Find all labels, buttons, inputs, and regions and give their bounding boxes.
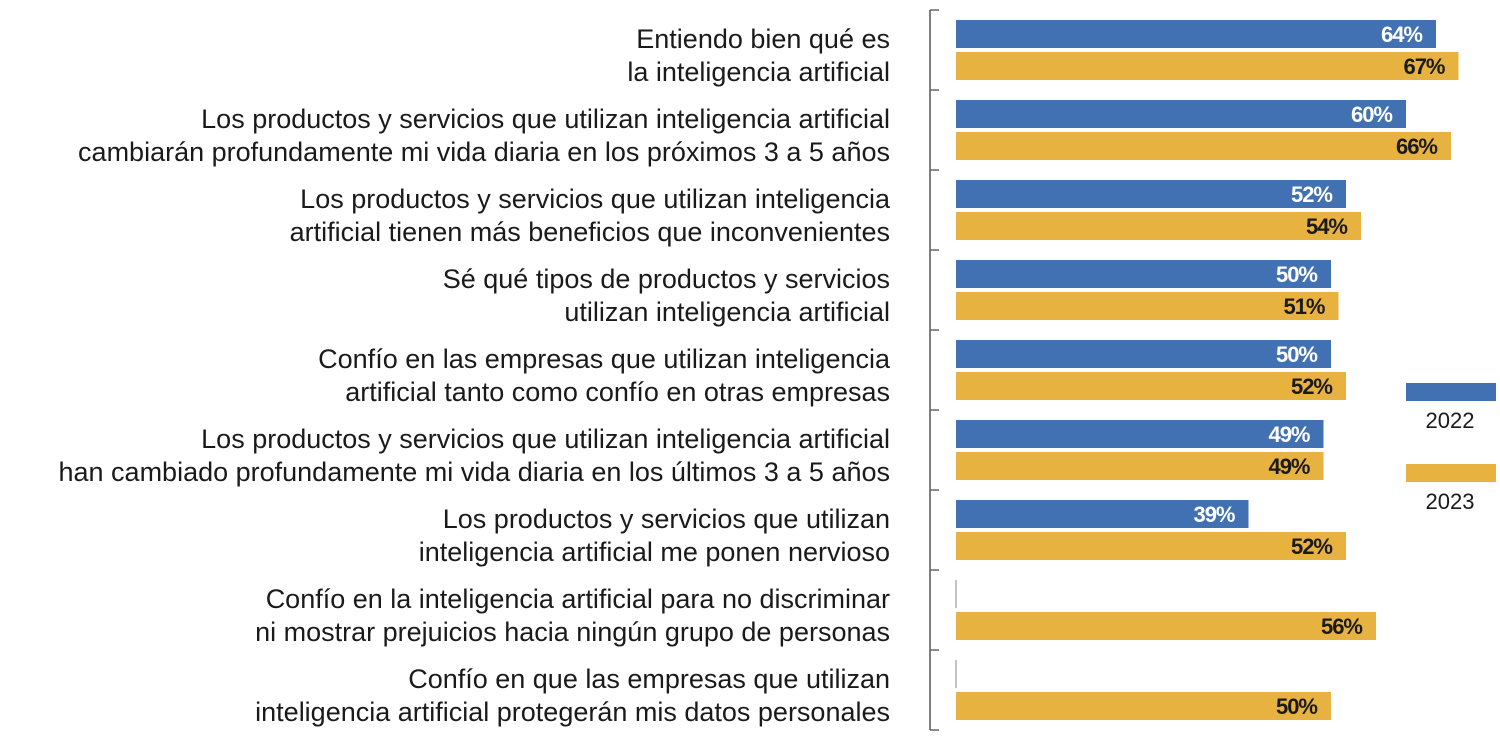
bar-2022: [956, 420, 1324, 448]
data-label-2023: 54%: [1306, 214, 1347, 239]
data-label-2023: 52%: [1291, 534, 1332, 559]
bar-2022: [956, 100, 1406, 128]
category-label: Sé qué tipos de productos y servicios: [443, 264, 890, 294]
bar-2023: [956, 692, 1331, 720]
data-label-2023: 56%: [1321, 614, 1362, 639]
bar-2022: [956, 340, 1331, 368]
bar-2023: [956, 612, 1376, 640]
data-label-2023: 49%: [1268, 454, 1309, 479]
legend-swatch-2022: [1406, 383, 1496, 401]
data-label-2023: 67%: [1403, 54, 1444, 79]
category-label: utilizan inteligencia artificial: [564, 297, 890, 327]
category-label: Los productos y servicios que utilizan i…: [300, 184, 891, 214]
category-label: inteligencia artificial me ponen nervios…: [419, 537, 890, 567]
category-label: cambiarán profundamente mi vida diaria e…: [78, 137, 890, 167]
data-label-2023: 52%: [1291, 374, 1332, 399]
category-label: ni mostrar prejuicios hacia ningún grupo…: [255, 617, 890, 647]
data-label-2022: 52%: [1291, 182, 1332, 207]
bar-2023: [956, 52, 1459, 80]
bar-2022: [956, 260, 1331, 288]
data-label-2023: 50%: [1276, 694, 1317, 719]
category-label: Entiendo bien qué es: [636, 24, 890, 54]
data-label-2022: 64%: [1381, 22, 1422, 47]
bar-2022: [956, 500, 1249, 528]
category-label: artificial tanto como confío en otras em…: [345, 377, 890, 407]
data-label-2022: 50%: [1276, 262, 1317, 287]
category-label: Confío en las empresas que utilizan inte…: [318, 344, 891, 374]
data-label-2023: 51%: [1283, 294, 1324, 319]
legend-label-2022: 2022: [1426, 408, 1475, 433]
data-label-2022: 49%: [1268, 422, 1309, 447]
category-label: la inteligencia artificial: [627, 57, 890, 87]
bar-2023: [956, 372, 1346, 400]
category-label: han cambiado profundamente mi vida diari…: [59, 457, 891, 487]
bar-2023: [956, 532, 1346, 560]
bar-2022: [956, 180, 1346, 208]
category-label: Los productos y servicios que utilizan i…: [201, 424, 890, 454]
bar-2023: [956, 132, 1451, 160]
legend-swatch-2023: [1406, 464, 1496, 482]
category-label: artificial tienen más beneficios que inc…: [290, 217, 890, 247]
legend-label-2023: 2023: [1426, 489, 1475, 514]
data-label-2022: 50%: [1276, 342, 1317, 367]
bar-2023: [956, 292, 1339, 320]
category-label: inteligencia artificial protegerán mis d…: [255, 697, 890, 727]
data-label-2023: 66%: [1396, 134, 1437, 159]
bar-2022: [956, 20, 1436, 48]
data-label-2022: 60%: [1351, 102, 1392, 127]
bar-2023: [956, 212, 1361, 240]
data-label-2022: 39%: [1193, 502, 1234, 527]
category-label: Los productos y servicios que utilizan: [443, 504, 890, 534]
category-label: Confío en la inteligencia artificial par…: [266, 584, 890, 614]
category-label: Los productos y servicios que utilizan i…: [201, 104, 890, 134]
bar-2023: [956, 452, 1324, 480]
category-label: Confío en que las empresas que utilizan: [408, 664, 890, 694]
